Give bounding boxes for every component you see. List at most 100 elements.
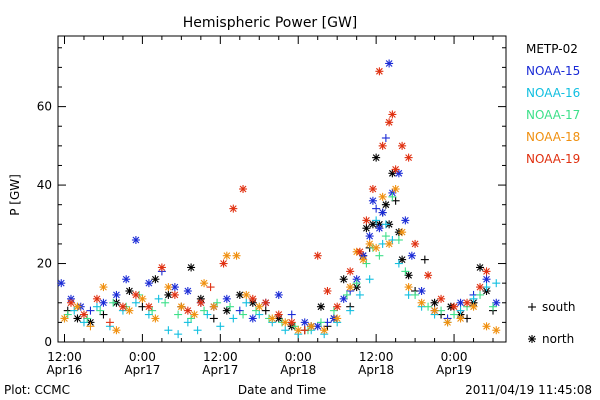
marker-stroke <box>379 193 387 201</box>
series-noaa-19 <box>66 67 491 335</box>
data-point-south <box>281 326 290 335</box>
legend-north-marker <box>528 335 536 343</box>
data-point-north <box>333 314 342 323</box>
data-point-north <box>430 298 439 307</box>
data-point-south <box>239 310 248 319</box>
marker-stroke <box>139 295 146 303</box>
data-point-south <box>86 306 95 315</box>
footer-credit: Plot: CCMC <box>4 383 70 397</box>
marker-stroke <box>418 287 425 295</box>
marker-stroke <box>424 271 432 279</box>
marker-stroke <box>369 197 377 205</box>
data-point-north <box>164 283 173 292</box>
marker-stroke <box>255 303 263 311</box>
data-point-south <box>362 259 371 268</box>
marker-stroke <box>294 326 302 334</box>
marker-stroke <box>152 315 159 322</box>
data-point-south <box>226 302 235 311</box>
marker-stroke <box>346 283 354 291</box>
marker-stroke <box>288 318 296 326</box>
data-point-north <box>274 310 283 319</box>
x-tick-label-date: Apr19 <box>436 363 472 377</box>
data-point-north <box>219 259 228 268</box>
data-point-north <box>476 263 485 272</box>
chart-title: Hemispheric Power [GW] <box>183 15 358 31</box>
data-point-south <box>476 290 485 299</box>
marker-stroke <box>392 185 400 193</box>
marker-stroke <box>363 224 370 232</box>
data-point-south <box>375 251 384 260</box>
marker-stroke <box>249 295 257 303</box>
marker-stroke <box>483 322 490 330</box>
marker-stroke <box>382 201 390 209</box>
data-point-north <box>170 283 179 292</box>
marker-stroke <box>528 335 536 343</box>
data-point-north <box>144 302 153 311</box>
marker-stroke <box>80 311 88 318</box>
marker-stroke <box>210 303 218 311</box>
marker-stroke <box>457 299 464 307</box>
data-point-north <box>209 302 218 311</box>
marker-stroke <box>262 299 270 307</box>
x-tick-label-time: 0:00 <box>441 350 468 364</box>
x-tick-label-date: Apr18 <box>280 363 316 377</box>
marker-stroke <box>239 185 247 193</box>
data-point-north <box>365 232 374 241</box>
marker-stroke <box>152 275 159 283</box>
data-point-north <box>144 279 153 288</box>
marker-stroke <box>385 240 393 248</box>
data-point-north <box>398 141 407 150</box>
marker-stroke <box>301 318 309 326</box>
data-point-south <box>187 314 196 323</box>
data-point-north <box>398 228 407 237</box>
data-point-north <box>450 302 459 311</box>
data-point-south <box>381 232 390 241</box>
data-point-south <box>70 306 79 315</box>
data-point-north <box>232 251 241 260</box>
legend-entry: NOAA-19 <box>526 152 580 166</box>
marker-stroke <box>369 185 377 193</box>
data-point-south <box>206 283 215 292</box>
data-point-north <box>362 224 371 233</box>
data-point-south <box>316 318 325 327</box>
marker-stroke <box>122 275 130 283</box>
data-point-north <box>255 302 264 311</box>
data-point-north <box>456 314 465 323</box>
data-point-north <box>378 192 387 201</box>
data-point-south <box>242 298 251 307</box>
data-point-south <box>203 310 212 319</box>
marker-stroke <box>324 287 331 295</box>
data-point-south <box>109 298 118 307</box>
data-point-south <box>164 326 173 335</box>
data-point-south <box>388 192 397 201</box>
x-tick-label-time: 12:00 <box>359 350 394 364</box>
data-point-south <box>235 306 244 315</box>
marker-stroke <box>307 322 315 330</box>
data-point-north <box>333 302 342 311</box>
data-point-north <box>339 294 348 303</box>
marker-stroke <box>333 315 341 322</box>
data-point-south <box>148 306 157 315</box>
marker-stroke <box>369 220 377 228</box>
marker-stroke <box>470 303 477 311</box>
data-point-north <box>411 239 420 248</box>
data-point-south <box>252 306 261 315</box>
marker-stroke <box>405 271 412 279</box>
data-point-south <box>352 279 361 288</box>
marker-stroke <box>476 264 484 271</box>
series-noaa-18 <box>60 185 501 335</box>
marker-stroke <box>385 118 393 126</box>
data-point-north <box>316 302 325 311</box>
marker-stroke <box>171 283 179 291</box>
marker-stroke <box>249 315 257 322</box>
marker-stroke <box>366 232 374 240</box>
marker-stroke <box>132 236 140 244</box>
y-tick-label: 0 <box>44 335 52 349</box>
data-point-south <box>355 290 364 299</box>
data-point-north <box>229 204 238 213</box>
marker-stroke <box>398 228 406 236</box>
data-point-north <box>57 279 66 288</box>
data-point-south <box>131 298 140 307</box>
marker-stroke <box>492 299 500 307</box>
marker-stroke <box>74 303 81 311</box>
